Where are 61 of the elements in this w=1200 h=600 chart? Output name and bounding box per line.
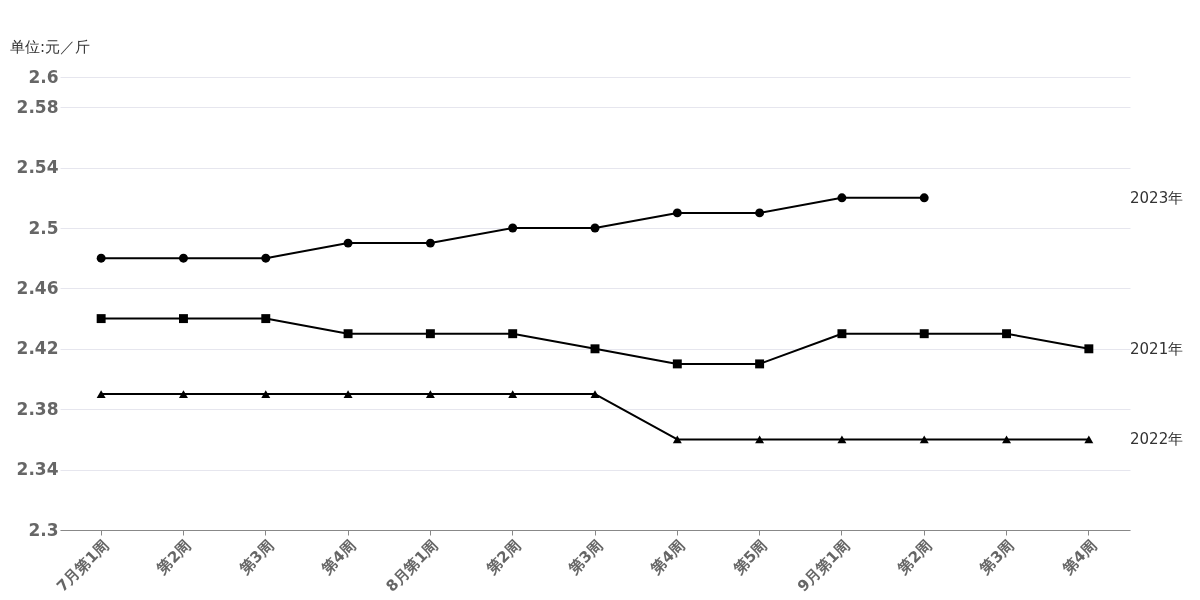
x-tick-label: 第3周 [564,536,607,579]
point [425,238,435,248]
text: 2021年 [1130,339,1184,358]
point [837,435,847,444]
point [1002,435,1012,444]
y-tick-label: 2.46 [16,277,59,298]
text: 2022年 [1130,430,1184,449]
point [425,329,435,339]
x-tick-label: 第4周 [317,536,360,579]
point [96,390,106,398]
point [1002,329,1012,339]
point [590,390,600,398]
point [508,390,518,398]
point [508,223,518,233]
y-tick-label: 2.38 [16,398,59,419]
point [590,223,600,233]
point [343,329,353,339]
point [343,238,353,248]
x-tick-label: 第3周 [975,536,1018,579]
point [261,314,271,324]
point [343,390,353,398]
x-tick-label: 第3周 [235,536,278,579]
x-tick-label: 第5周 [728,536,771,579]
x-tick-label: 第4周 [646,536,689,579]
text: 2023年 [1130,188,1184,207]
point [919,193,929,203]
point [590,344,600,354]
point [261,253,271,263]
point [1084,435,1094,444]
point [178,390,188,398]
x-tick-label: 第2周 [152,536,195,579]
y-tick-label: 2.54 [16,157,59,178]
x-tick-label: 第2周 [481,536,525,579]
point [96,314,106,324]
point [261,390,271,398]
point [919,435,929,444]
x-tick-label: 第2周 [893,536,936,579]
point [672,435,682,444]
x-tick-label: 9月第1周 [793,536,854,596]
point [919,329,929,339]
point [178,253,188,263]
x-tick-label: 8月第1周 [382,536,442,596]
point [672,208,682,218]
point [425,390,435,398]
point [672,359,682,369]
x-tick-label: 第4周 [1058,536,1101,579]
y-tick-label: 2.42 [16,338,59,359]
point [755,359,765,369]
y-tick-label: 2.58 [16,96,59,117]
y-tick-label: 2.5 [28,217,59,238]
point [755,208,765,218]
point [837,193,847,203]
point [755,435,765,444]
point [508,329,518,339]
y-tick-label: 2.6 [28,66,59,87]
point [96,253,106,263]
point [837,329,847,339]
point [1084,344,1094,354]
point [178,314,188,324]
y-axis-title: 单位:元／斤 [10,38,91,56]
y-tick-label: 2.34 [16,459,59,480]
